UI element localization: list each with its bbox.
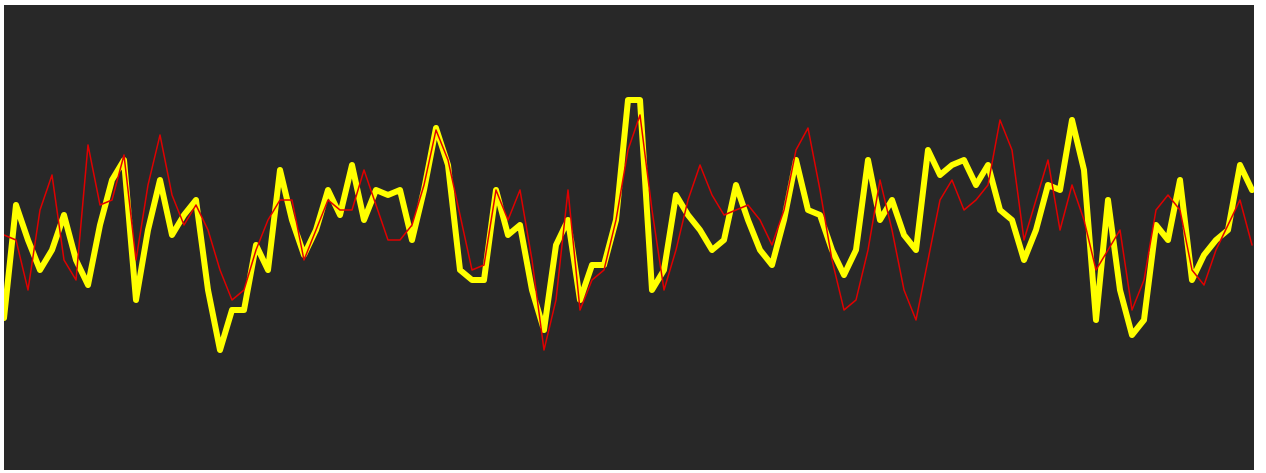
plot-background bbox=[4, 5, 1254, 470]
data-line bbox=[4, 114, 1253, 351]
data-line bbox=[4, 97, 1254, 353]
plot-area bbox=[4, 97, 1254, 353]
